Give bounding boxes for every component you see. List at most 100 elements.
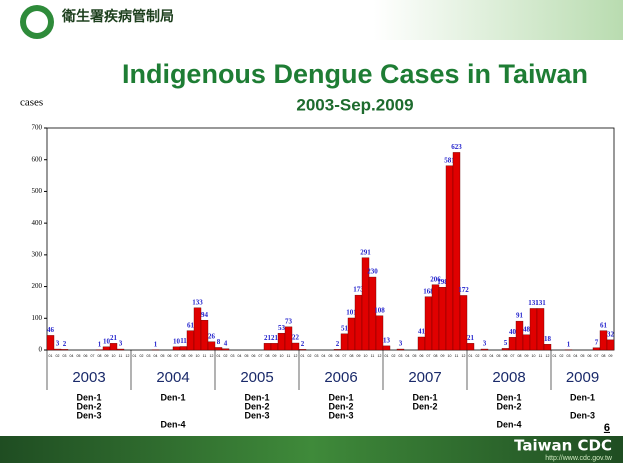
data-label: 101: [346, 309, 357, 317]
x-tick-label: 12: [546, 354, 550, 358]
serotype: Den-3: [244, 410, 269, 420]
bar: [207, 341, 216, 351]
y-tick-label: 200: [32, 282, 43, 290]
x-tick-label: 06: [252, 354, 256, 358]
serotype: Den-1: [160, 392, 185, 402]
x-tick-label: 02: [56, 354, 60, 358]
serotype: Den-3: [328, 410, 353, 420]
x-tick-label: 03: [315, 354, 319, 358]
bar: [46, 335, 55, 351]
data-label: 41: [418, 328, 426, 336]
bar: [606, 339, 615, 351]
data-label: 173: [353, 286, 364, 294]
x-tick-label: 06: [504, 354, 508, 358]
data-label: 26: [208, 332, 216, 340]
data-label: 53: [278, 324, 286, 332]
serotype: Den-2: [76, 401, 101, 411]
x-tick-label: 12: [378, 354, 382, 358]
x-tick-label: 08: [182, 354, 186, 358]
x-tick-label: 04: [322, 354, 326, 358]
bar: [284, 326, 293, 351]
x-tick-label: 03: [63, 354, 67, 358]
serotype: Den-2: [412, 401, 437, 411]
x-tick-label: 07: [343, 354, 347, 358]
year-label: 2006: [324, 369, 357, 386]
y-tick-label: 100: [32, 314, 43, 322]
bar: [508, 337, 517, 351]
data-label: 2: [63, 340, 67, 348]
data-label: 3: [56, 340, 60, 348]
bar: [186, 330, 195, 351]
x-tick-label: 11: [203, 354, 207, 358]
bar: [515, 320, 524, 351]
bar: [452, 152, 461, 351]
serotype: Den-1: [76, 392, 101, 402]
bar: [214, 347, 223, 351]
bar: [53, 348, 62, 351]
brand: Taiwan CDC: [514, 437, 612, 455]
x-tick-label: 08: [434, 354, 438, 358]
bar: [522, 334, 531, 351]
data-label: 32: [607, 330, 615, 338]
data-label: 133: [192, 298, 203, 306]
serotype: Den-1: [328, 392, 353, 402]
data-label: 13: [383, 336, 391, 344]
y-tick-label: 300: [32, 250, 43, 258]
bar: [354, 294, 363, 351]
x-tick-label: 10: [280, 354, 284, 358]
data-label: 10: [103, 337, 111, 345]
x-tick-label: 04: [574, 354, 578, 358]
bar: [333, 349, 342, 351]
x-tick-label: 05: [245, 354, 249, 358]
y-tick-label: 700: [32, 124, 43, 132]
data-label: 2: [336, 340, 340, 348]
x-tick-label: 02: [392, 354, 396, 358]
data-label: 108: [374, 306, 385, 314]
data-label: 198: [437, 278, 448, 286]
serotype: Den-1: [496, 392, 521, 402]
data-label: 10: [173, 337, 181, 345]
serotype: Den-3: [76, 410, 101, 420]
x-tick-label: 04: [70, 354, 74, 358]
data-label: 21: [271, 334, 279, 342]
footer-band: [0, 436, 623, 463]
bar: [459, 295, 468, 351]
x-tick-label: 03: [399, 354, 403, 358]
chart-subtitle: 2003-Sep.2009: [296, 95, 413, 114]
data-label: 206: [430, 275, 441, 283]
data-label: 18: [544, 335, 552, 343]
bar: [431, 284, 440, 351]
y-axis-label: cases: [20, 97, 43, 109]
chart-title: Indigenous Dengue Cases in Taiwan: [122, 59, 588, 89]
x-tick-label: 07: [175, 354, 179, 358]
bar: [375, 315, 384, 351]
serotype: Den-1: [570, 392, 595, 402]
x-tick-label: 09: [273, 354, 277, 358]
data-label: 3: [483, 340, 487, 348]
bar: [277, 332, 286, 351]
x-tick-label: 05: [329, 354, 333, 358]
x-tick-label: 11: [119, 354, 123, 358]
data-label: 1: [154, 340, 158, 348]
x-tick-label: 07: [259, 354, 263, 358]
x-tick-label: 12: [210, 354, 214, 358]
serotype: Den-1: [412, 392, 437, 402]
data-label: 581: [444, 156, 455, 164]
x-tick-label: 10: [448, 354, 452, 358]
bar: [592, 347, 601, 351]
bar: [102, 346, 111, 351]
data-label: 46: [47, 326, 55, 334]
x-tick-label: 06: [168, 354, 172, 358]
data-label: 623: [451, 143, 462, 151]
bar: [60, 349, 69, 351]
data-label: 21: [467, 334, 475, 342]
x-tick-label: 03: [567, 354, 571, 358]
data-label: 131: [535, 299, 546, 307]
year-label: 2007: [408, 369, 441, 386]
data-label: 1: [98, 340, 102, 348]
x-tick-label: 10: [112, 354, 116, 358]
data-label: 168: [423, 287, 434, 295]
data-label: 1: [567, 340, 571, 348]
data-label: 21: [264, 334, 272, 342]
